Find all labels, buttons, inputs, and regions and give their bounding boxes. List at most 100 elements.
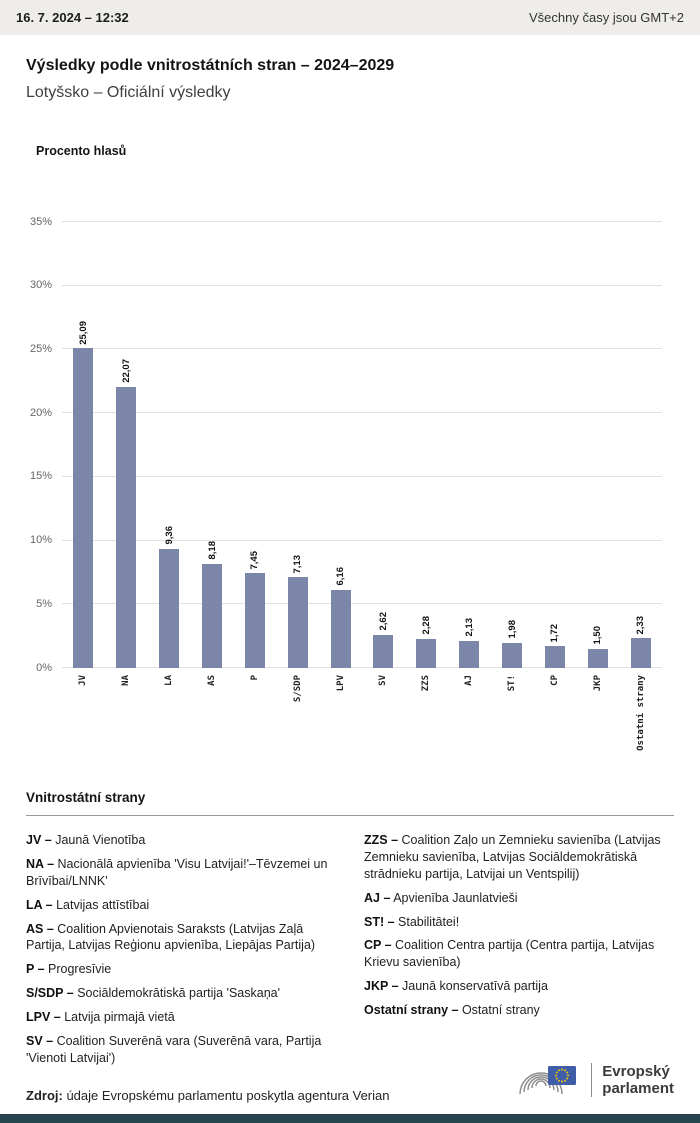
x-slot: P: [233, 668, 276, 768]
legend-title: Vnitrostátní strany: [26, 790, 146, 805]
y-axis-tick-label: 35%: [29, 215, 52, 228]
bar[interactable]: [459, 640, 480, 668]
bar[interactable]: [544, 646, 565, 668]
y-axis-tick-label: 15%: [29, 470, 52, 483]
party-legend-item: S/SDP – Sociāldemokrātiskā partija 'Sask…: [26, 985, 336, 1002]
bar-slot: 1,72: [533, 222, 576, 668]
timezone-note: Všechny časy jsou GMT+2: [529, 10, 684, 25]
gridline: 15%: [30, 470, 662, 482]
logo-wordmark: Evropský parlament: [591, 1062, 674, 1098]
party-abbr: AS –: [26, 921, 54, 936]
bar-value-label: 1,98: [506, 620, 518, 639]
x-axis-category-label: CP: [549, 675, 560, 686]
bar-value-label: 7,13: [292, 554, 304, 574]
bottom-accent-bar: [0, 1114, 700, 1123]
bar-value-label: 9,36: [163, 526, 175, 545]
bar[interactable]: [287, 577, 308, 668]
x-slot: ST!: [491, 668, 534, 768]
source-label: Zdroj:: [26, 1088, 63, 1103]
party-name: Latvijas attīstībai: [52, 897, 150, 912]
party-legend-item: ST! – Stabilitātei!: [364, 914, 674, 931]
bars-row: 25,09 22,07 9,36 8,18 7,45 7,13 6,16 2,62 2,28 2,…: [62, 222, 662, 668]
eu-flag-icon: [548, 1066, 577, 1085]
bar-value-label: 2,62: [377, 612, 389, 631]
party-name: Nacionālā apvienība 'Visu Latvijai!'–Tēv…: [26, 856, 328, 888]
x-axis-category-label: ZZS: [421, 675, 432, 692]
party-legend-item: AJ – Apvienība Jaunlatvieši: [364, 890, 674, 907]
bar[interactable]: [416, 638, 437, 668]
logo-line2: parlament: [602, 1080, 674, 1097]
party-abbr: Ostatní strany –: [364, 1003, 459, 1017]
gridline: 10%: [30, 534, 662, 546]
bar-slot: 8,18: [191, 222, 234, 668]
gridline: 5%: [36, 598, 662, 610]
page-title: Výsledky podle vnitrostátních stran – 20…: [26, 57, 395, 74]
x-slot: AS: [191, 668, 234, 768]
bar[interactable]: [116, 386, 137, 668]
bar-slot: 25,09: [62, 222, 105, 668]
party-abbr: NA –: [26, 856, 55, 871]
x-axis-category-label: ST!: [507, 675, 518, 692]
x-slot: LA: [148, 668, 191, 768]
x-axis-category-label: LA: [164, 675, 175, 686]
bar[interactable]: [73, 348, 94, 668]
y-axis-tick-label: 5%: [36, 597, 52, 610]
gridline: 35%: [30, 216, 662, 228]
bar-value-label: 2,28: [420, 616, 432, 635]
logo-line1: Evropský: [602, 1062, 670, 1080]
legend-columns: JV – Jaunā Vienotība NA – Nacionālā apvie…: [26, 832, 674, 1074]
bar-value-label: 1,72: [549, 623, 561, 643]
party-name: Stabilitātei!: [394, 914, 460, 929]
bar[interactable]: [373, 634, 394, 668]
x-slot: ZZS: [405, 668, 448, 768]
x-slot: JKP: [576, 668, 619, 768]
x-axis-category-label: JV: [78, 675, 89, 686]
hemicycle-arcs-icon: [519, 1066, 577, 1095]
results-chart-section: Procento hlasů 25,09 22,07 9,36 8,18 7,45 7,1…: [26, 144, 674, 768]
party-name: Apvienība Jaunlatvieši: [390, 890, 518, 905]
bar[interactable]: [502, 642, 523, 668]
bar-value-label: 22,07: [120, 358, 132, 383]
x-axis-category-label: S/SDP: [292, 675, 303, 703]
bar[interactable]: [587, 648, 608, 668]
gridline: 25%: [30, 343, 662, 355]
bar[interactable]: [202, 563, 222, 668]
x-slot: SV: [362, 668, 405, 768]
party-name: Ostatní strany: [458, 1003, 540, 1017]
x-axis-category-label: AJ: [464, 675, 475, 686]
party-name: Coalition Centra partija (Centra partija…: [364, 938, 655, 970]
european-parliament-logo[interactable]: Evropský parlament: [517, 1057, 674, 1103]
bar-slot: 6,16: [319, 222, 362, 668]
party-abbr: CP –: [364, 938, 392, 953]
x-axis-category-label: AS: [207, 675, 217, 686]
bar[interactable]: [330, 589, 351, 668]
party-abbr: JV –: [26, 833, 52, 847]
bar[interactable]: [630, 638, 651, 668]
y-axis-tick-label: 25%: [29, 342, 52, 355]
bar-value-label: 7,45: [249, 550, 261, 570]
x-slot: JV: [62, 668, 105, 768]
party-name: Progresīvie: [44, 962, 112, 977]
party-legend-item: ZZS – Coalition Zaļo un Zemnieku savienī…: [364, 832, 674, 883]
party-abbr: AJ –: [364, 890, 391, 905]
y-axis-tick-label: 30%: [29, 279, 52, 292]
x-slot: AJ: [448, 668, 491, 768]
party-abbr: SV –: [26, 1033, 54, 1048]
bar[interactable]: [159, 548, 180, 668]
bar[interactable]: [244, 573, 265, 668]
bar-slot: 2,62: [362, 222, 405, 668]
page-subtitle: Lotyšsko – Oficiální výsledky: [26, 84, 231, 101]
bar-slot: 1,98: [491, 222, 534, 668]
party-legend-item: Ostatní strany – Ostatní strany: [364, 1002, 674, 1019]
x-axis-category-label: SV: [378, 675, 389, 686]
legend-column-left: JV – Jaunā Vienotība NA – Nacionālā apvie…: [26, 832, 336, 1074]
party-abbr: JKP –: [364, 979, 399, 994]
party-legend-section: Vnitrostátní strany JV – Jaunā Vienotība…: [26, 790, 674, 1074]
bar-value-label: 1,50: [592, 626, 604, 645]
bar-value-label: 8,18: [206, 541, 218, 560]
x-slot: NA: [105, 668, 148, 768]
bar-value-label: 2,33: [635, 615, 647, 635]
party-name: Latvija pirmajā vietā: [60, 1010, 175, 1024]
bar-slot: 2,13: [448, 222, 491, 668]
bar-slot: 1,50: [576, 222, 619, 668]
